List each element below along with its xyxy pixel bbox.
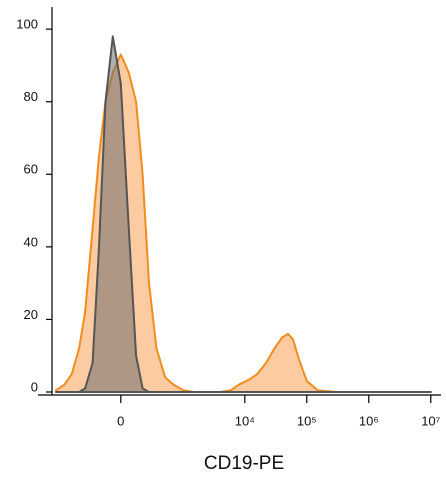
x-axis-label: CD19-PE [204, 453, 284, 474]
y-tick-label: 20 [24, 307, 38, 322]
x-tick-label: 10⁶ [359, 413, 379, 428]
x-tick-label: 10⁴ [235, 413, 255, 428]
y-tick-label: 40 [24, 234, 38, 249]
x-tick-label: 0 [117, 413, 124, 428]
y-tick-label: 60 [24, 162, 38, 177]
y-tick-label: 0 [31, 379, 38, 394]
y-tick-label: 100 [16, 17, 38, 32]
x-tick-label: 10⁷ [421, 413, 440, 428]
x-tick-label: 10⁵ [297, 413, 317, 428]
y-tick-label: 80 [24, 89, 38, 104]
histogram [55, 35, 432, 393]
